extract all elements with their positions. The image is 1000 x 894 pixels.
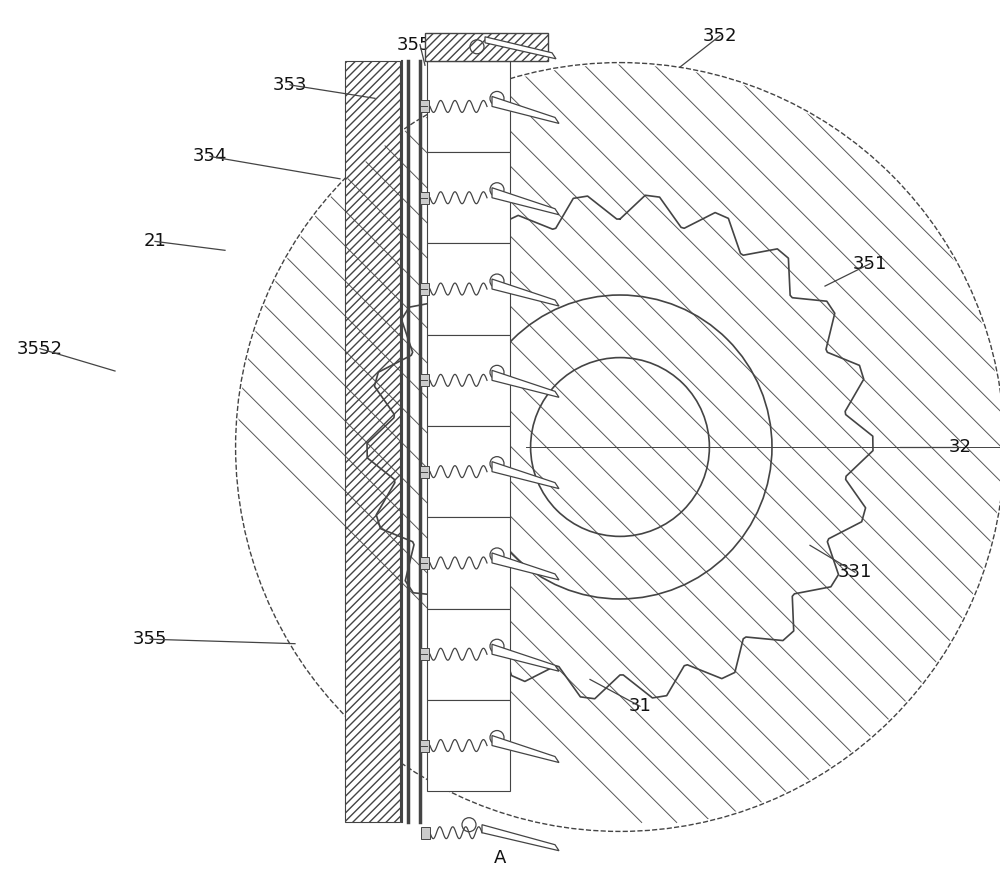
- Text: 352: 352: [703, 27, 737, 45]
- Bar: [427, 609, 510, 700]
- Polygon shape: [492, 188, 559, 215]
- Polygon shape: [485, 37, 556, 59]
- Text: 355: 355: [133, 630, 167, 648]
- Text: 32: 32: [948, 438, 972, 456]
- Bar: [420, 375, 429, 386]
- Bar: [427, 243, 510, 334]
- Polygon shape: [492, 279, 559, 306]
- Bar: [427, 518, 510, 609]
- Bar: [420, 100, 429, 113]
- Text: 31: 31: [629, 697, 651, 715]
- Text: 331: 331: [838, 563, 872, 581]
- Polygon shape: [492, 736, 559, 763]
- Text: 351: 351: [853, 255, 887, 273]
- Bar: [420, 283, 429, 295]
- Polygon shape: [492, 97, 559, 123]
- Bar: [420, 191, 429, 204]
- Bar: [427, 61, 510, 152]
- Bar: [420, 466, 429, 477]
- Text: 3551: 3551: [397, 36, 443, 54]
- Polygon shape: [492, 370, 559, 397]
- Text: 353: 353: [273, 76, 307, 94]
- Bar: [420, 648, 429, 661]
- Polygon shape: [492, 461, 559, 489]
- Text: 21: 21: [144, 232, 166, 250]
- Bar: [425, 33, 548, 61]
- Text: A: A: [494, 849, 506, 867]
- Polygon shape: [482, 824, 559, 851]
- Bar: [420, 739, 429, 752]
- Polygon shape: [492, 645, 559, 671]
- Bar: [345, 61, 400, 822]
- Text: 354: 354: [193, 148, 227, 165]
- Bar: [420, 557, 429, 569]
- Text: 3552: 3552: [17, 340, 63, 358]
- Polygon shape: [492, 553, 559, 580]
- Bar: [421, 827, 430, 839]
- Bar: [427, 700, 510, 791]
- Bar: [427, 426, 510, 518]
- Bar: [427, 334, 510, 426]
- Bar: [427, 152, 510, 243]
